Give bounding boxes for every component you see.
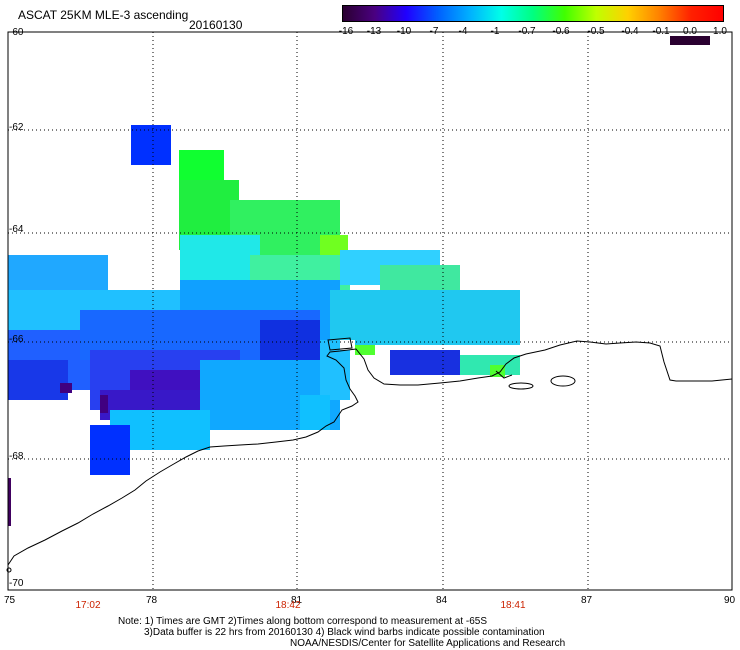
lon-label-78: 78 [146, 595, 158, 606]
lat-label-70: -70 [9, 578, 24, 589]
coastline-ice-shelf [327, 337, 353, 351]
product-title: ASCAT 25KM MLE-3 ascending [18, 8, 189, 22]
map-frame [7, 31, 733, 591]
pass-time-1: 17:02 [75, 600, 101, 611]
graticule [8, 32, 732, 590]
lon-label-90: 90 [724, 595, 736, 606]
wind-cell [490, 365, 505, 377]
lat-label-60: -60 [9, 27, 24, 38]
wind-cell [330, 290, 520, 345]
wind-data-cells [8, 125, 520, 526]
island-outline [6, 567, 12, 573]
note-line-2: 3)Data buffer is 22 hrs from 20160130 4)… [144, 627, 545, 638]
wind-cell [90, 425, 130, 475]
lat-label-64: -64 [9, 224, 24, 235]
wind-cell [8, 360, 68, 400]
product-date: 20160130 [189, 18, 243, 32]
colorbar [342, 5, 724, 22]
wind-cell [131, 125, 171, 165]
lon-label-75: 75 [4, 595, 16, 606]
wind-cell [390, 350, 460, 375]
wind-cell [60, 383, 72, 393]
coastline [6, 337, 733, 573]
lat-label-68: -68 [9, 451, 24, 462]
wind-cell [100, 395, 108, 413]
lon-label-87: 87 [581, 595, 593, 606]
wind-cell [8, 478, 11, 526]
coastline-cape [495, 370, 513, 379]
lat-label-62: -62 [9, 122, 24, 133]
wind-cell [8, 255, 108, 295]
wind-cell [179, 150, 224, 180]
note-line-3: NOAA/NESDIS/Center for Satellite Applica… [290, 638, 566, 649]
lon-label-81: 81 [291, 595, 303, 606]
island-outline [550, 375, 576, 387]
lon-label-84: 84 [436, 595, 448, 606]
colorbar-gradient [343, 6, 723, 21]
lat-label-66: -66 [9, 334, 24, 345]
wind-cell-gap [340, 340, 355, 350]
island-outline [508, 382, 534, 390]
note-line-1: Note: 1) Times are GMT 2)Times along bot… [118, 616, 488, 627]
pass-time-2: 18:42 [275, 600, 301, 611]
coastline-path [7, 340, 733, 566]
wind-cell [300, 395, 330, 430]
pass-time-3: 18:41 [500, 600, 526, 611]
nodata-swatch [670, 36, 710, 45]
wind-cell [355, 345, 375, 355]
